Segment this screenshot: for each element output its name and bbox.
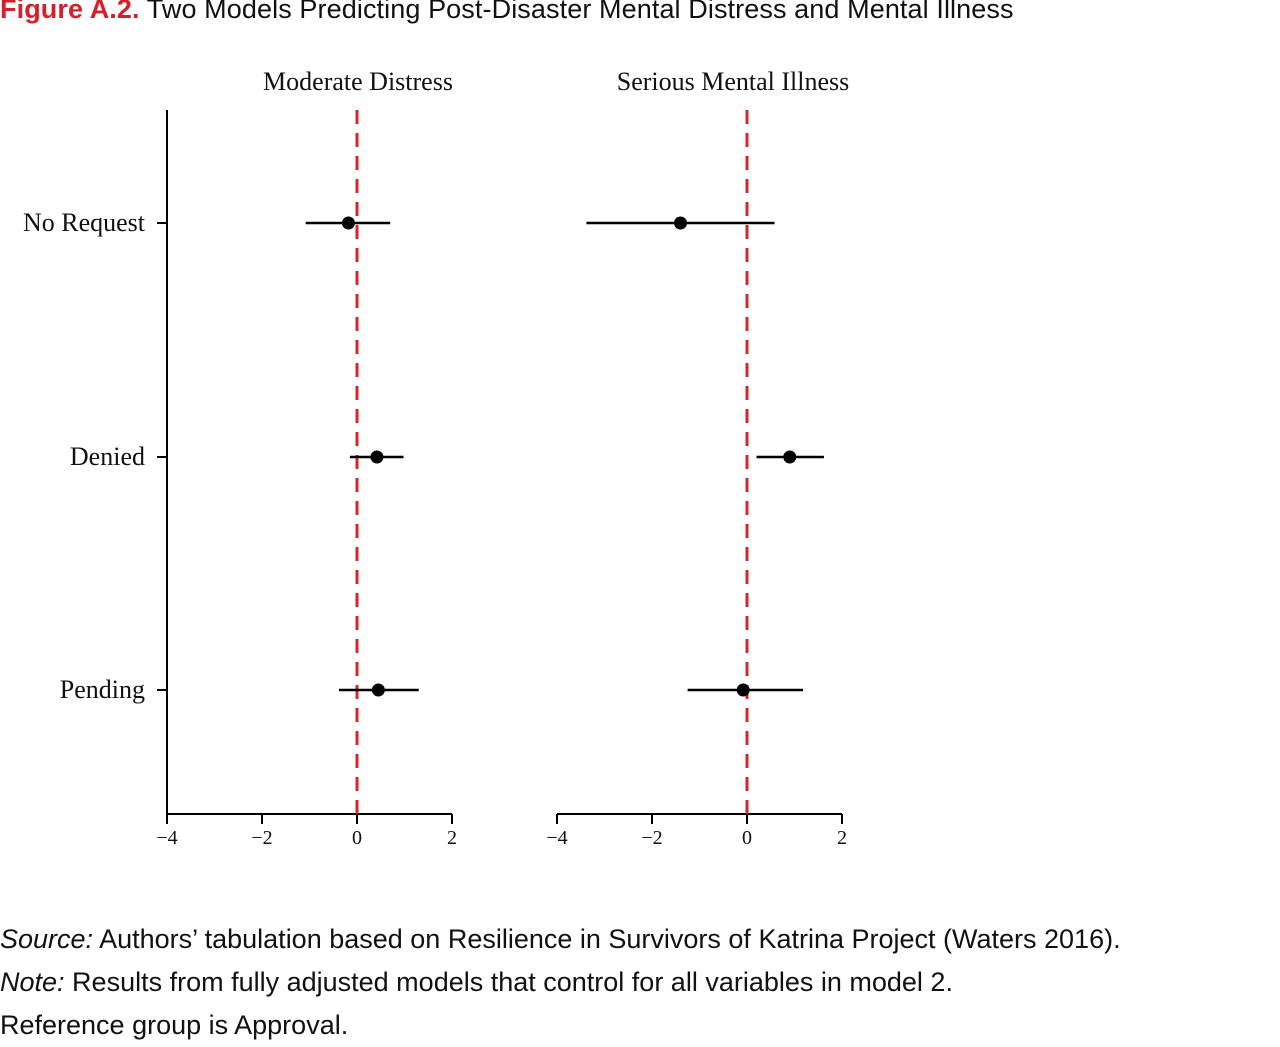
- x-tick-label-moderate-distress-0: −4: [156, 827, 177, 849]
- source-label: Source:: [0, 924, 94, 954]
- point-serious-mental-illness-denied: [783, 450, 797, 464]
- note-line: Note: Results from fully adjusted models…: [0, 961, 1121, 1004]
- panel-serious-mental-illness: Serious Mental Illness −4 −2 0 2: [546, 67, 849, 849]
- y-tick-label-denied: Denied: [70, 442, 145, 471]
- figure-label: Figure A.2.: [0, 0, 140, 24]
- point-moderate-distress-denied: [370, 450, 384, 464]
- note-text: Results from fully adjusted models that …: [64, 967, 953, 997]
- source-line: Source: Authors’ tabulation based on Res…: [0, 918, 1121, 961]
- figure-footnotes: Source: Authors’ tabulation based on Res…: [0, 918, 1121, 1047]
- coefficient-plot: No Request Denied Pending Moderate Distress…: [23, 67, 849, 849]
- x-tick-label-serious-mental-illness-2: 0: [742, 827, 752, 849]
- x-tick-label-moderate-distress-3: 2: [447, 827, 457, 849]
- point-serious-mental-illness-pending: [736, 683, 750, 697]
- x-tick-label-serious-mental-illness-0: −4: [546, 827, 567, 849]
- point-serious-mental-illness-no-request: [674, 216, 687, 230]
- x-tick-label-serious-mental-illness-1: −2: [641, 827, 662, 849]
- note-label: Note:: [0, 967, 65, 997]
- y-tick-label-no-request: No Request: [23, 208, 146, 237]
- point-moderate-distress-pending: [371, 683, 385, 697]
- figure-title: Figure A.2. Two Models Predicting Post-D…: [0, 0, 1014, 25]
- panel-moderate-distress: Moderate Distress −4 −2 0 2: [156, 67, 457, 849]
- x-tick-label-serious-mental-illness-3: 2: [837, 827, 847, 849]
- panel-title-moderate-distress: Moderate Distress: [263, 67, 453, 96]
- note-line-2: Reference group is Approval.: [0, 1010, 349, 1040]
- panel-title-serious-mental-illness: Serious Mental Illness: [617, 67, 850, 96]
- x-tick-label-moderate-distress-1: −2: [251, 827, 272, 849]
- point-moderate-distress-no-request: [341, 216, 355, 230]
- y-tick-label-pending: Pending: [60, 675, 145, 704]
- source-text: Authors’ tabulation based on Resilience …: [93, 924, 1121, 954]
- figure-title-text: Two Models Predicting Post-Disaster Ment…: [146, 0, 1014, 24]
- x-tick-label-moderate-distress-2: 0: [352, 827, 362, 849]
